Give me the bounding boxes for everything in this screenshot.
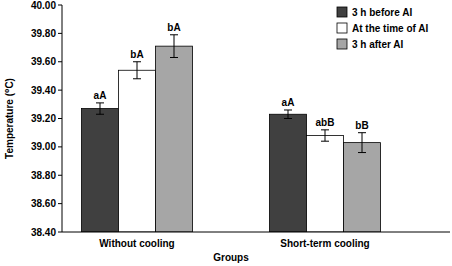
y-tick	[58, 33, 62, 34]
error-bar	[358, 133, 366, 153]
error-bar-cap	[321, 129, 329, 130]
error-bar-cap	[170, 34, 178, 35]
y-tick	[58, 90, 62, 91]
y-tick-label: 39.20	[31, 113, 56, 124]
error-bar-stem	[100, 103, 101, 114]
legend: 3 h before AI At the time of AI 3 h after …	[337, 7, 429, 50]
error-bar-stem	[137, 62, 138, 79]
error-bar	[133, 62, 141, 79]
error-bar-cap	[358, 132, 366, 133]
y-tick	[58, 118, 62, 119]
error-bar-cap	[170, 57, 178, 58]
error-bar-stem	[174, 35, 175, 58]
error-bar-cap	[133, 61, 141, 62]
error-bar-cap	[284, 118, 292, 119]
bar	[156, 46, 193, 232]
error-bar	[96, 103, 104, 114]
bar	[307, 136, 344, 232]
x-axis-label: Groups	[213, 252, 249, 263]
legend-swatch	[337, 39, 347, 49]
legend-swatch	[337, 7, 347, 17]
y-tick-label: 40.00	[31, 0, 56, 11]
error-bar-stem	[362, 133, 363, 153]
annotation: bB	[355, 120, 368, 131]
y-tick-label: 38.80	[31, 170, 56, 181]
annotation: aA	[94, 90, 107, 101]
y-tick	[58, 175, 62, 176]
x-tick-label: Without cooling	[99, 238, 174, 249]
legend-label: At the time of AI	[352, 23, 429, 34]
error-bar-cap	[321, 141, 329, 142]
y-tick-label: 39.80	[31, 28, 56, 39]
legend-label: 3 h before AI	[352, 7, 412, 18]
y-tick	[58, 203, 62, 204]
bar	[344, 143, 381, 232]
y-tick-label: 39.40	[31, 85, 56, 96]
bar	[270, 114, 307, 232]
error-bar	[284, 110, 292, 119]
y-tick	[58, 61, 62, 62]
y-tick-label: 39.00	[31, 141, 56, 152]
error-bar	[321, 130, 329, 141]
error-bar-cap	[96, 102, 104, 103]
y-tick-label: 38.60	[31, 198, 56, 209]
y-axis-label: Temperature (⁰C)	[4, 78, 15, 159]
error-bar-cap	[133, 78, 141, 79]
bar	[82, 109, 119, 232]
x-axis	[62, 232, 450, 233]
error-bar	[170, 35, 178, 58]
y-tick	[58, 5, 62, 6]
legend-label: 3 h after AI	[352, 39, 404, 50]
y-tick-label: 39.60	[31, 56, 56, 67]
annotation: abB	[316, 117, 335, 128]
bar	[119, 70, 156, 232]
x-tick-label: Short-term cooling	[280, 238, 369, 249]
annotation: bA	[130, 49, 143, 60]
legend-swatch	[337, 23, 347, 33]
error-bar-stem	[288, 110, 289, 119]
error-bar-stem	[325, 130, 326, 141]
error-bar-cap	[284, 109, 292, 110]
annotation: aA	[282, 97, 295, 108]
annotation: bA	[167, 22, 180, 33]
y-tick-label: 38.40	[31, 227, 56, 238]
error-bar-cap	[96, 114, 104, 115]
bars	[82, 35, 381, 232]
chart: aA aA bA abB bA bB 38.40 38.60 38.80 39.00 39.20 39…	[0, 0, 452, 266]
y-tick	[58, 232, 62, 233]
error-bar-cap	[358, 152, 366, 153]
y-tick	[58, 146, 62, 147]
